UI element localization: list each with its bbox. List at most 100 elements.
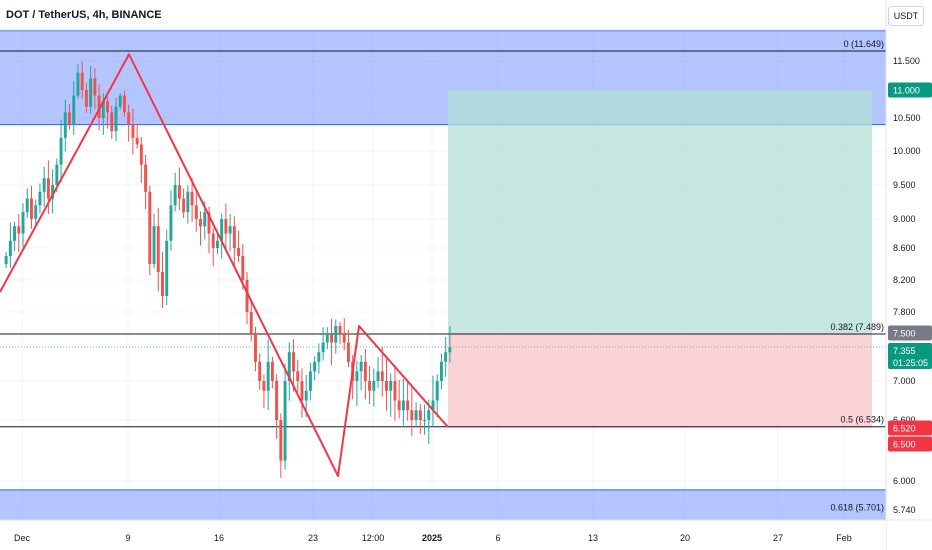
candle-body [410,410,414,420]
price-badge [888,436,932,452]
level-layer [0,50,886,428]
candle-body [414,410,418,420]
time-tick-label: Feb [836,533,852,543]
candle-body [59,137,63,165]
candle-body [84,90,88,107]
price-tick-label: 8.600 [893,243,916,253]
candle-body [63,112,67,138]
candle-body [203,212,207,227]
price-tick-label: 6.000 [893,476,916,486]
candle-body [228,226,232,234]
candle-body [292,352,295,372]
candle-body [97,95,101,118]
candle-body [144,164,148,192]
lower-zone [0,489,886,524]
pattern-layer[interactable] [0,53,449,477]
time-tick-label: Dec [14,533,31,543]
candle-body [8,240,12,256]
candle-body [194,205,198,219]
candle-body [215,240,219,248]
candle-body [29,198,33,219]
position-layer[interactable] [448,90,872,429]
price-badge-label: 6.520 [893,424,916,434]
candle-body [25,198,29,213]
candle-body [237,248,241,256]
price-badge-label: 7.355 [893,346,916,356]
time-tick-label: 16 [214,533,224,543]
position-loss-zone[interactable] [448,333,872,429]
candle-body [17,226,21,234]
candle-body [427,410,431,420]
price-tick-label: 7.800 [893,307,916,317]
candle-body [321,342,325,353]
candle-body [161,272,164,296]
candle-body [127,112,131,125]
candle-body [135,137,139,145]
candle-body [190,191,194,206]
candle-body [89,78,93,107]
candle-body [334,326,338,343]
time-axis[interactable] [0,520,886,550]
candle-body [406,400,410,411]
candle-body [38,191,42,206]
pattern-zigzag-line[interactable] [0,53,449,477]
time-tick-label: 13 [588,533,598,543]
candle-body [372,381,376,391]
price-badge-label: 6.500 [893,440,916,450]
candle-body [131,124,135,138]
candle-body [139,144,143,165]
candle-body [165,240,169,296]
candle-body [380,371,384,381]
candle-body [148,191,152,264]
price-tick-label: 5.740 [893,505,916,515]
candle-body [287,352,291,381]
candle-body [439,361,443,381]
candle-layer [4,61,452,478]
candle-body [207,212,211,234]
candle-body [152,226,156,264]
fib-level-label: 0.618 (5.701) [830,502,884,512]
candle-body [4,256,8,264]
candle-body [389,381,393,391]
price-tick-label: 8.200 [893,275,916,285]
candle-body [279,420,283,461]
candle-body [363,361,367,381]
currency-button[interactable]: USDT [888,6,924,26]
candle-body [156,226,160,272]
price-badge-label: 7.500 [893,329,916,339]
candle-body [253,333,257,362]
candle-body [21,212,25,234]
candle-body [199,219,203,227]
candle-body [397,400,401,411]
time-tick-label: 12:00 [362,533,385,543]
candle-body [270,361,274,381]
candle-body [393,381,397,401]
candle-body [13,226,17,241]
candle-body [258,361,262,381]
candle-body [325,333,329,343]
fib-level-label: 0 (11.649) [844,39,884,49]
candle-body [338,326,342,333]
candle-body [262,381,266,391]
countdown-label: 01:25:05 [893,358,928,368]
time-tick-label: 2025 [422,533,442,543]
candle-body [317,352,321,362]
candle-body [330,333,334,343]
price-badge [888,82,932,98]
candle-body [435,381,439,401]
candle-body [106,101,110,113]
candle-body [68,112,71,125]
candle-body [55,164,59,185]
candle-body [110,112,114,132]
candle-body [308,371,312,391]
candle-body [173,185,177,206]
candle-body [376,371,380,381]
candle-body [42,178,46,192]
candle-body [114,106,118,132]
candle-body [304,390,308,401]
candle-body [418,410,422,420]
position-profit-zone[interactable] [448,90,872,333]
grid-layer [0,32,886,520]
